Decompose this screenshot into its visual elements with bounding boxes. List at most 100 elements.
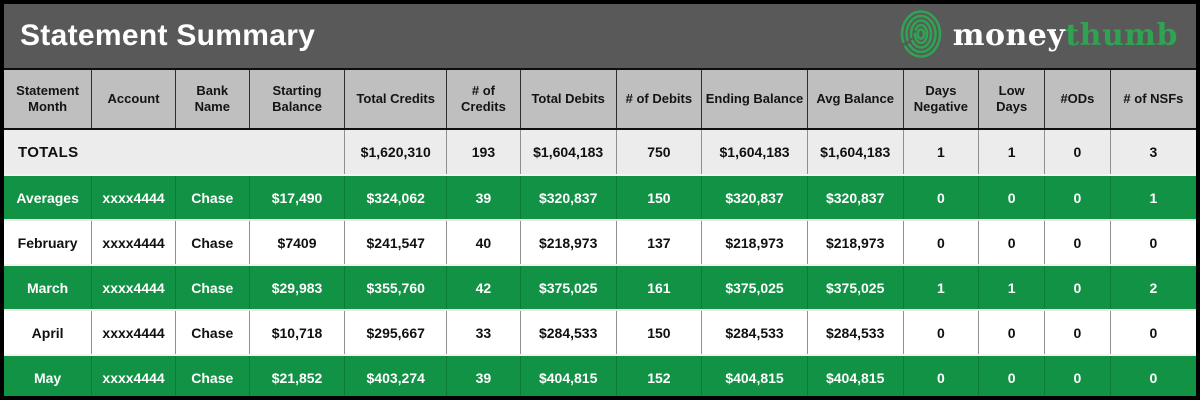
statement-summary-table: Statement Month Account Bank Name Starti… — [4, 70, 1196, 396]
cell-bank-name: Chase — [174, 174, 250, 220]
cell-bank-name: Chase — [174, 219, 250, 265]
cell-days-negative: 0 — [902, 219, 979, 265]
cell-num-credits: 33 — [446, 309, 521, 355]
cell-ending-balance: $284,533 — [701, 309, 808, 355]
cell-ending-balance: $218,973 — [701, 219, 808, 265]
cell-num-credits: 40 — [446, 219, 521, 265]
cell-total-credits: $324,062 — [344, 174, 447, 220]
cell-total-credits: $295,667 — [344, 309, 447, 355]
col-ending-balance: Ending Balance — [701, 70, 808, 130]
cell-ods: 0 — [1044, 264, 1111, 310]
cell-num-debits: 150 — [615, 309, 702, 355]
cell-num-debits: 161 — [615, 264, 702, 310]
cell-total-debits: $320,837 — [519, 174, 617, 220]
totals-days-negative: 1 — [902, 129, 979, 175]
cell-starting-balance: $21,852 — [248, 354, 345, 396]
cell-total-debits: $404,815 — [519, 354, 617, 396]
cell-bank-name: Chase — [174, 354, 250, 396]
col-low-days: Low Days — [978, 70, 1045, 130]
totals-nsfs: 3 — [1109, 129, 1196, 175]
cell-ods: 0 — [1044, 309, 1111, 355]
col-starting-balance: Starting Balance — [248, 70, 345, 130]
thumbprint-icon — [899, 9, 943, 64]
cell-account: xxxx4444 — [91, 354, 176, 396]
totals-ods: 0 — [1044, 129, 1111, 175]
cell-nsfs: 0 — [1109, 354, 1196, 396]
cell-statement-month: Averages — [4, 174, 92, 220]
table-row: May xxxx4444 Chase $21,852 $403,274 39 $… — [4, 354, 1196, 396]
cell-starting-balance: $7409 — [248, 219, 345, 265]
moneythumb-logo: moneythumb — [899, 9, 1178, 64]
col-bank-name: Bank Name — [174, 70, 250, 130]
table-row: February xxxx4444 Chase $7409 $241,547 4… — [4, 219, 1196, 265]
report-header-bar: Statement Summary moneythumb — [4, 4, 1196, 70]
cell-num-debits: 150 — [615, 174, 702, 220]
col-num-credits: # of Credits — [446, 70, 521, 130]
cell-num-debits: 152 — [615, 354, 702, 396]
logo-word-money: money — [952, 18, 1066, 53]
cell-ending-balance: $404,815 — [701, 354, 808, 396]
cell-statement-month: May — [4, 354, 92, 396]
cell-total-debits: $375,025 — [519, 264, 617, 310]
cell-nsfs: 1 — [1109, 174, 1196, 220]
col-account: Account — [91, 70, 176, 130]
cell-nsfs: 0 — [1109, 219, 1196, 265]
cell-account: xxxx4444 — [91, 264, 176, 310]
logo-wordmark: moneythumb — [953, 21, 1178, 51]
cell-account: xxxx4444 — [91, 309, 176, 355]
col-nsfs: # of NSFs — [1109, 70, 1196, 130]
col-avg-balance: Avg Balance — [806, 70, 904, 130]
cell-low-days: 0 — [978, 354, 1045, 396]
col-ods: #ODs — [1044, 70, 1111, 130]
cell-ods: 0 — [1044, 219, 1111, 265]
cell-bank-name: Chase — [174, 264, 250, 310]
totals-total-credits: $1,620,310 — [344, 129, 447, 175]
page-title: Statement Summary — [20, 19, 316, 52]
cell-days-negative: 0 — [902, 354, 979, 396]
totals-ending-balance: $1,604,183 — [701, 129, 808, 175]
cell-total-credits: $403,274 — [344, 354, 447, 396]
totals-label: TOTALS — [18, 143, 79, 161]
cell-starting-balance: $29,983 — [248, 264, 345, 310]
cell-total-debits: $284,533 — [519, 309, 617, 355]
logo-word-thumb: thumb — [1065, 18, 1178, 53]
cell-starting-balance: $10,718 — [248, 309, 345, 355]
cell-total-credits: $241,547 — [344, 219, 447, 265]
cell-num-credits: 42 — [446, 264, 521, 310]
cell-avg-balance: $320,837 — [806, 174, 904, 220]
table-header: Statement Month Account Bank Name Starti… — [4, 70, 1196, 130]
cell-nsfs: 0 — [1109, 309, 1196, 355]
cell-avg-balance: $375,025 — [806, 264, 904, 310]
totals-avg-balance: $1,604,183 — [806, 129, 904, 175]
cell-avg-balance: $284,533 — [806, 309, 904, 355]
cell-num-credits: 39 — [446, 354, 521, 396]
cell-num-debits: 137 — [615, 219, 702, 265]
totals-row: TOTALS $1,620,310 193 $1,604,183 750 $1,… — [4, 129, 1196, 175]
cell-total-debits: $218,973 — [519, 219, 617, 265]
cell-days-negative: 0 — [902, 309, 979, 355]
cell-num-credits: 39 — [446, 174, 521, 220]
table-row: April xxxx4444 Chase $10,718 $295,667 33… — [4, 309, 1196, 355]
cell-ods: 0 — [1044, 174, 1111, 220]
col-total-credits: Total Credits — [344, 70, 447, 130]
col-num-debits: # of Debits — [615, 70, 702, 130]
totals-num-debits: 750 — [615, 129, 702, 175]
cell-avg-balance: $404,815 — [806, 354, 904, 396]
totals-num-credits: 193 — [446, 129, 521, 175]
cell-statement-month: March — [4, 264, 92, 310]
table-body: TOTALS $1,620,310 193 $1,604,183 750 $1,… — [4, 129, 1196, 396]
cell-low-days: 0 — [978, 309, 1045, 355]
totals-total-debits: $1,604,183 — [519, 129, 617, 175]
cell-ending-balance: $375,025 — [701, 264, 808, 310]
col-days-negative: Days Negative — [902, 70, 979, 130]
cell-account: xxxx4444 — [91, 219, 176, 265]
cell-avg-balance: $218,973 — [806, 219, 904, 265]
cell-starting-balance: $17,490 — [248, 174, 345, 220]
cell-low-days: 0 — [978, 174, 1045, 220]
cell-bank-name: Chase — [174, 309, 250, 355]
cell-ending-balance: $320,837 — [701, 174, 808, 220]
cell-account: xxxx4444 — [91, 174, 176, 220]
col-statement-month: Statement Month — [4, 70, 92, 130]
table-row: March xxxx4444 Chase $29,983 $355,760 42… — [4, 264, 1196, 310]
